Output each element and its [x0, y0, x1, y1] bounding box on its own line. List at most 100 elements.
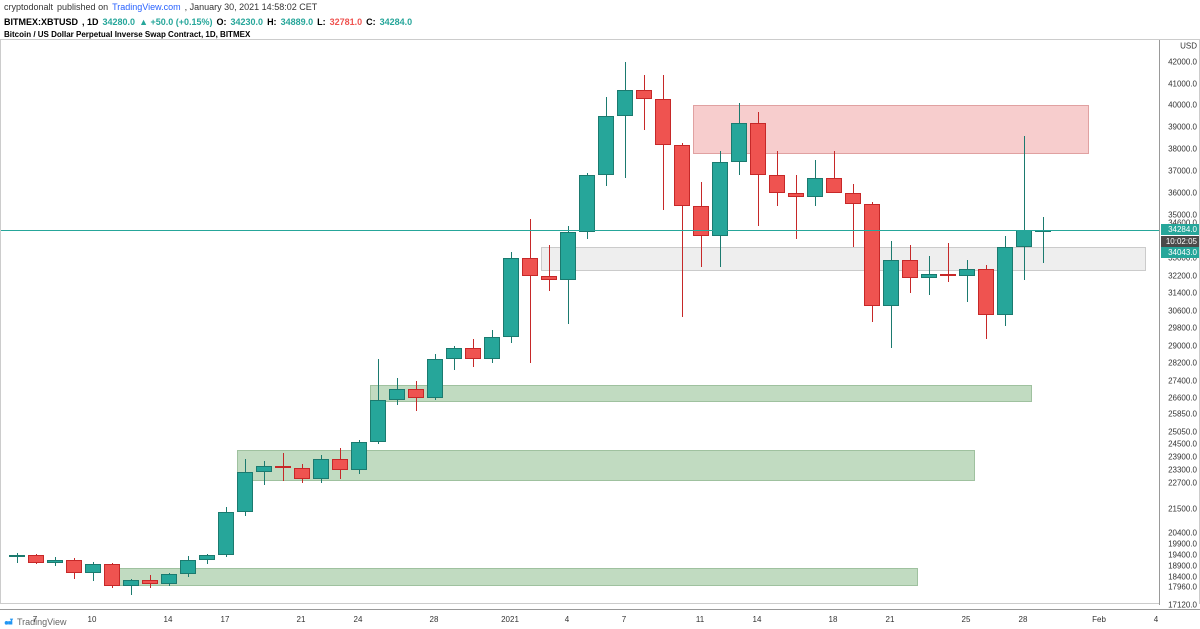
candle[interactable]: [142, 580, 158, 583]
publish-date: , January 30, 2021 14:58:02 CET: [185, 2, 318, 12]
candle-wick: [625, 62, 626, 178]
candle[interactable]: [389, 389, 405, 400]
x-tick: 14: [164, 615, 173, 624]
candle[interactable]: [826, 178, 842, 193]
candle[interactable]: [294, 468, 310, 479]
candle[interactable]: [674, 145, 690, 206]
candle[interactable]: [788, 193, 804, 197]
footer: TradingView: [4, 617, 67, 627]
candle[interactable]: [902, 260, 918, 277]
candle[interactable]: [598, 116, 614, 175]
candle[interactable]: [883, 260, 899, 306]
x-tick: 14: [753, 615, 762, 624]
candle[interactable]: [693, 206, 709, 237]
candle[interactable]: [712, 162, 728, 236]
candle[interactable]: [199, 555, 215, 559]
candle[interactable]: [66, 560, 82, 573]
candle[interactable]: [560, 232, 576, 280]
candle[interactable]: [845, 193, 861, 204]
candle[interactable]: [636, 90, 652, 99]
candle-wick: [796, 175, 797, 238]
candle[interactable]: [161, 574, 177, 584]
candle[interactable]: [959, 269, 975, 276]
candle-wick: [1024, 136, 1025, 280]
x-tick: 4: [565, 615, 569, 624]
candle[interactable]: [484, 337, 500, 359]
candle-wick: [1043, 217, 1044, 263]
y-tick: 40000.0: [1168, 101, 1197, 110]
candle[interactable]: [85, 564, 101, 573]
y-tick: 20400.0: [1168, 529, 1197, 538]
x-axis[interactable]: 7101417212428202147111418212528Feb48: [0, 609, 1200, 627]
candle[interactable]: [28, 555, 44, 563]
candle[interactable]: [522, 258, 538, 275]
chart[interactable]: 17120.017960.018400.018900.019400.019900…: [0, 39, 1200, 604]
site-link[interactable]: TradingView.com: [112, 2, 181, 12]
y-tick: 25050.0: [1168, 427, 1197, 436]
y-tick: 19900.0: [1168, 540, 1197, 549]
candle[interactable]: [750, 123, 766, 175]
candle[interactable]: [807, 178, 823, 198]
candle-wick: [948, 243, 949, 282]
candle[interactable]: [256, 466, 272, 473]
y-axis[interactable]: 17120.017960.018400.018900.019400.019900…: [1159, 40, 1199, 605]
candle[interactable]: [541, 276, 557, 280]
candle[interactable]: [47, 560, 63, 563]
candle[interactable]: [503, 258, 519, 337]
x-tick: 18: [829, 615, 838, 624]
x-tick: 17: [221, 615, 230, 624]
candle-wick: [644, 75, 645, 130]
candle[interactable]: [446, 348, 462, 359]
candle[interactable]: [370, 400, 386, 441]
zone[interactable]: [370, 385, 1032, 402]
candle[interactable]: [351, 442, 367, 470]
candle[interactable]: [864, 204, 880, 307]
symbol[interactable]: BITMEX:XBTUSD: [4, 17, 78, 27]
candle[interactable]: [408, 389, 424, 398]
price-badge: 34284.0: [1161, 224, 1199, 235]
candle[interactable]: [332, 459, 348, 470]
x-tick: 21: [297, 615, 306, 624]
candle-wick: [530, 219, 531, 363]
candle[interactable]: [275, 466, 291, 468]
o-label: O:: [217, 17, 227, 27]
candle[interactable]: [921, 274, 937, 278]
x-tick: 2021: [501, 615, 519, 624]
c-val: 34284.0: [380, 17, 413, 27]
candle[interactable]: [769, 175, 785, 192]
candle[interactable]: [940, 274, 956, 276]
chart-description: Bitcoin / US Dollar Perpetual Inverse Sw…: [0, 30, 1200, 39]
candle[interactable]: [180, 560, 196, 574]
zone[interactable]: [541, 247, 1146, 271]
y-tick: 18900.0: [1168, 562, 1197, 571]
y-tick: 36000.0: [1168, 188, 1197, 197]
brand[interactable]: TradingView: [17, 617, 67, 627]
x-tick: 28: [430, 615, 439, 624]
candle[interactable]: [104, 564, 120, 586]
candle[interactable]: [237, 472, 253, 511]
candle[interactable]: [731, 123, 747, 162]
y-tick: 37000.0: [1168, 166, 1197, 175]
publish-header: cryptodonalt published on TradingView.co…: [0, 0, 1200, 14]
x-tick: 11: [696, 615, 704, 624]
candle[interactable]: [123, 580, 139, 585]
candle[interactable]: [1016, 230, 1032, 247]
candle[interactable]: [978, 269, 994, 315]
y-tick: 24500.0: [1168, 439, 1197, 448]
candle[interactable]: [465, 348, 481, 359]
candle[interactable]: [579, 175, 595, 232]
candle[interactable]: [9, 555, 25, 557]
symbol-header: BITMEX:XBTUSD , 1D 34280.0 ▲ +50.0 (+0.1…: [0, 14, 1200, 30]
h-label: H:: [267, 17, 277, 27]
candle[interactable]: [218, 512, 234, 556]
zone[interactable]: [104, 568, 918, 585]
candle[interactable]: [655, 99, 671, 145]
candle[interactable]: [997, 247, 1013, 315]
plot-area[interactable]: [1, 40, 1161, 605]
candle[interactable]: [427, 359, 443, 398]
candle[interactable]: [617, 90, 633, 116]
tradingview-icon: [4, 617, 14, 627]
y-tick: 38000.0: [1168, 145, 1197, 154]
candle[interactable]: [313, 459, 329, 479]
x-tick: 24: [354, 615, 363, 624]
